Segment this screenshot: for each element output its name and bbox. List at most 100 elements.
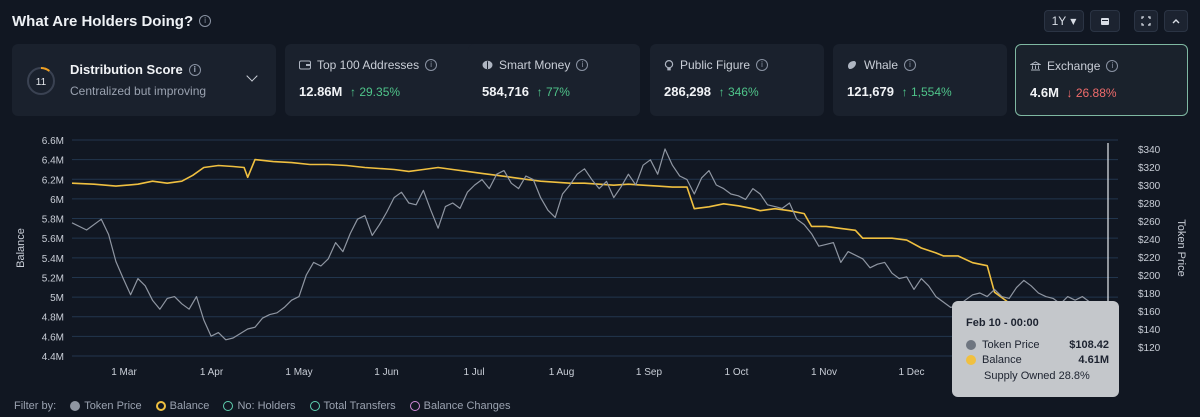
caret-down-icon: ▼	[1070, 16, 1077, 26]
info-icon[interactable]: i	[425, 59, 438, 71]
y-tick-label: 6.2M	[42, 175, 64, 186]
info-icon[interactable]: i	[904, 59, 917, 71]
transfers-swatch	[309, 401, 320, 411]
y2-axis-label: Token Price	[1175, 219, 1187, 276]
y-tick-label: 6.6M	[42, 136, 64, 147]
lightbulb-icon	[664, 59, 674, 70]
filter-item-label: Total Transfers	[323, 400, 396, 412]
card-label-text: Public Figure	[680, 58, 751, 72]
y2-tick-label: $180	[1138, 289, 1161, 300]
tooltip-title: Feb 10 - 00:00	[966, 317, 1039, 329]
x-tick-label: 1 Dec	[898, 367, 924, 378]
filter-label: Filter by:	[14, 400, 57, 412]
y2-tick-label: $140	[1138, 325, 1161, 336]
range-label: 1Y	[1051, 14, 1067, 28]
page-title: What Are Holders Doing?	[12, 12, 194, 30]
token-price-swatch	[70, 401, 81, 411]
card-value: 286,298 ↑ 346%	[664, 84, 759, 99]
range-select[interactable]: 1Y ▼	[1044, 10, 1084, 32]
y2-tick-label: $340	[1138, 145, 1161, 156]
card-change: ↑ 29.35%	[350, 85, 401, 99]
balance-swatch	[155, 401, 166, 411]
card-smart-money[interactable]: Smart Money i 584,716 ↑ 77%	[468, 44, 640, 116]
x-tick-label: 1 Nov	[811, 367, 837, 378]
holders-chart[interactable]: 4.4M 4.6M 4.8M 5M 5.2M 5.4M 5.6M 5.8M 6M 6.2M 6.4M…	[0, 128, 1200, 378]
distribution-title-text: Distribution Score	[70, 62, 183, 77]
tooltip-row-balance: Balance 4.61M	[966, 354, 1109, 366]
x-tick-label: 1 Aug	[549, 367, 575, 378]
collapse-button[interactable]	[1164, 10, 1188, 32]
header: What Are Holders Doing? i 1Y ▼	[12, 8, 1188, 34]
card-label: Top 100 Addresses i	[299, 58, 438, 72]
balance-changes-swatch	[409, 401, 420, 411]
series-group	[71, 148, 1109, 358]
x-tick-label: 1 Apr	[200, 367, 224, 378]
filter-total-transfers[interactable]: Total Transfers	[309, 400, 396, 412]
x-tick-label: 1 May	[285, 367, 312, 378]
card-public-figure[interactable]: Public Figure i 286,298 ↑ 346%	[650, 44, 824, 116]
y-tick-label: 4.8M	[42, 313, 64, 324]
y-axis-label: Balance	[15, 228, 27, 268]
fullscreen-button[interactable]	[1134, 10, 1158, 32]
grid	[72, 139, 1118, 357]
y-tick-label: 5.4M	[42, 254, 64, 265]
info-icon[interactable]: i	[756, 59, 769, 71]
y2-tick-label: $260	[1138, 217, 1161, 228]
y-axis-right: $120 $140 $160 $180 $200 $220 $240 $260 $280 $300…	[1138, 145, 1161, 354]
y2-tick-label: $280	[1138, 199, 1161, 210]
y-tick-label: 6.4M	[42, 156, 64, 167]
y2-tick-label: $120	[1138, 343, 1161, 354]
y-tick-label: 5.6M	[42, 234, 64, 245]
card-value-text: 12.86M	[299, 84, 343, 99]
balance-dot	[966, 355, 976, 365]
y-tick-label: 5.2M	[42, 273, 64, 284]
info-icon[interactable]: i	[199, 15, 212, 27]
info-icon[interactable]: i	[1106, 60, 1119, 72]
info-icon[interactable]: i	[576, 59, 589, 71]
info-icon[interactable]: i	[188, 63, 201, 76]
tooltip-row-supply: Supply Owned 28.8%	[984, 370, 1109, 382]
card-value-text: 286,298	[664, 84, 711, 99]
score-ring: 11	[27, 67, 55, 95]
score-value: 11	[36, 77, 47, 88]
tooltip-row-token-price: Token Price $108.42	[966, 339, 1109, 351]
card-whale[interactable]: Whale i 121,679 ↑ 1,554%	[833, 44, 1007, 116]
distribution-score-card[interactable]: 11 Distribution Score i Centralized but …	[12, 44, 276, 116]
card-value: 584,716 ↑ 77%	[482, 84, 570, 99]
y-tick-label: 5M	[50, 293, 64, 304]
card-label: Public Figure i	[664, 58, 769, 72]
card-value: 121,679 ↑ 1,554%	[847, 84, 952, 99]
chart-tooltip: Feb 10 - 00:00 Token Price $108.42 Balan…	[952, 301, 1119, 397]
filter-balance-changes[interactable]: Balance Changes	[409, 400, 511, 412]
calendar-button[interactable]	[1090, 10, 1120, 32]
y2-tick-label: $300	[1138, 181, 1161, 192]
chevron-down-icon[interactable]	[246, 70, 258, 82]
y2-tick-label: $220	[1138, 253, 1161, 264]
y2-tick-label: $160	[1138, 307, 1161, 318]
tooltip-balance-label: Balance	[982, 354, 1022, 366]
filter-bar: Filter by: Token Price Balance No: Holde…	[14, 400, 511, 412]
card-label: Whale i	[847, 58, 917, 72]
filter-balance[interactable]: Balance	[155, 400, 210, 412]
x-tick-label: 1 Jul	[463, 367, 484, 378]
x-tick-label: 1 Sep	[636, 367, 663, 378]
card-label-text: Top 100 Addresses	[317, 58, 420, 72]
filter-item-label: Balance	[169, 400, 210, 412]
card-exchange[interactable]: Exchange i 4.6M ↓ 26.88%	[1015, 44, 1188, 116]
card-label-text: Exchange	[1047, 59, 1101, 73]
y-tick-label: 4.4M	[42, 352, 64, 363]
brain-icon	[482, 60, 493, 70]
card-change: ↑ 1,554%	[901, 85, 952, 99]
filter-item-label: Balance Changes	[423, 400, 511, 412]
x-axis: 1 Mar 1 Apr 1 May 1 Jun 1 Jul 1 Aug 1 Sep 1 Oct…	[111, 367, 924, 378]
distribution-subtitle: Centralized but improving	[70, 84, 207, 98]
filter-item-label: Token Price	[84, 400, 142, 412]
card-label-text: Whale	[864, 58, 899, 72]
card-change: ↑ 77%	[536, 85, 570, 99]
wallet-icon	[299, 60, 311, 70]
filter-no-holders[interactable]: No: Holders	[223, 400, 296, 412]
y2-tick-label: $200	[1138, 271, 1161, 282]
bank-icon	[1030, 61, 1041, 71]
card-label-text: Smart Money	[499, 58, 571, 72]
filter-token-price[interactable]: Token Price	[70, 400, 142, 412]
